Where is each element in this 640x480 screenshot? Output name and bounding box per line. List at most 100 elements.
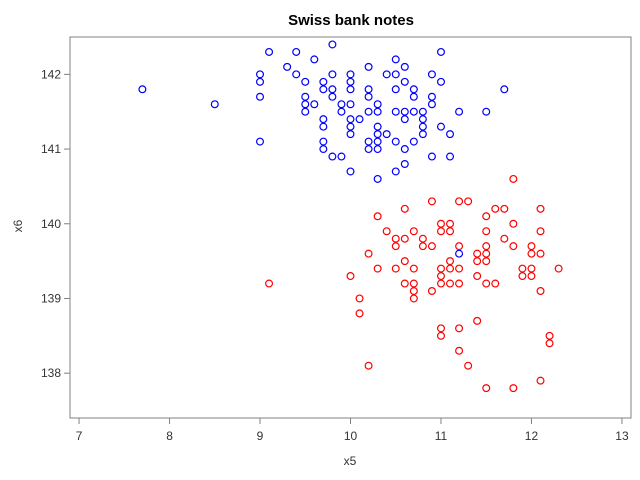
data-point bbox=[500, 85, 509, 94]
data-point bbox=[373, 264, 382, 273]
data-point bbox=[256, 137, 265, 146]
data-point bbox=[409, 294, 418, 303]
data-point bbox=[500, 204, 509, 213]
x-tick-label: 11 bbox=[435, 429, 448, 443]
data-point bbox=[210, 100, 219, 109]
data-point bbox=[346, 100, 355, 109]
data-point bbox=[536, 249, 545, 258]
data-point bbox=[482, 249, 491, 258]
data-point bbox=[427, 287, 436, 296]
data-point bbox=[373, 100, 382, 109]
data-point bbox=[328, 92, 337, 101]
data-point bbox=[400, 115, 409, 124]
data-point bbox=[391, 137, 400, 146]
data-point bbox=[319, 77, 328, 86]
data-point bbox=[427, 242, 436, 251]
data-point bbox=[328, 85, 337, 94]
data-point bbox=[427, 70, 436, 79]
x-tick-label: 9 bbox=[257, 429, 264, 443]
data-point bbox=[391, 167, 400, 176]
data-point bbox=[409, 287, 418, 296]
data-point bbox=[301, 77, 310, 86]
data-point bbox=[536, 376, 545, 385]
data-point bbox=[391, 234, 400, 243]
chart-title: Swiss bank notes bbox=[288, 12, 414, 29]
data-point bbox=[446, 219, 455, 228]
data-point bbox=[464, 361, 473, 370]
data-point bbox=[473, 257, 482, 266]
data-point bbox=[527, 264, 536, 273]
data-point bbox=[436, 219, 445, 228]
data-points bbox=[138, 40, 563, 393]
data-point bbox=[482, 279, 491, 288]
data-point bbox=[545, 339, 554, 348]
data-point bbox=[400, 77, 409, 86]
data-point bbox=[482, 384, 491, 393]
x-axis-label: x5 bbox=[344, 454, 357, 468]
data-point bbox=[455, 346, 464, 355]
data-point bbox=[364, 249, 373, 258]
data-point bbox=[301, 107, 310, 116]
data-point bbox=[355, 294, 364, 303]
data-point bbox=[373, 122, 382, 131]
data-point bbox=[436, 324, 445, 333]
data-point bbox=[337, 100, 346, 109]
data-point bbox=[328, 152, 337, 161]
data-point bbox=[391, 264, 400, 273]
data-point bbox=[409, 85, 418, 94]
data-point bbox=[509, 174, 518, 183]
data-point bbox=[446, 264, 455, 273]
data-point bbox=[464, 197, 473, 206]
data-point bbox=[319, 115, 328, 124]
data-point bbox=[400, 279, 409, 288]
data-point bbox=[473, 316, 482, 325]
data-point bbox=[446, 257, 455, 266]
data-point bbox=[455, 242, 464, 251]
data-point bbox=[436, 122, 445, 131]
data-point bbox=[455, 324, 464, 333]
y-tick-label: 138 bbox=[41, 366, 61, 380]
data-point bbox=[545, 331, 554, 340]
data-point bbox=[400, 234, 409, 243]
data-point bbox=[364, 361, 373, 370]
data-point bbox=[283, 62, 292, 71]
data-point bbox=[328, 40, 337, 49]
data-point bbox=[418, 115, 427, 124]
data-point bbox=[346, 167, 355, 176]
data-point bbox=[536, 227, 545, 236]
data-point bbox=[427, 92, 436, 101]
data-point bbox=[527, 249, 536, 258]
data-point bbox=[400, 160, 409, 169]
data-point bbox=[310, 55, 319, 64]
data-point bbox=[355, 309, 364, 318]
data-point bbox=[554, 264, 563, 273]
data-point bbox=[446, 279, 455, 288]
data-point bbox=[455, 264, 464, 273]
data-point bbox=[400, 257, 409, 266]
data-point bbox=[391, 85, 400, 94]
data-point bbox=[409, 137, 418, 146]
y-tick-label: 141 bbox=[41, 142, 61, 156]
data-point bbox=[482, 107, 491, 116]
data-point bbox=[373, 145, 382, 154]
data-point bbox=[292, 47, 301, 56]
data-point bbox=[391, 242, 400, 251]
data-point bbox=[482, 242, 491, 251]
data-point bbox=[256, 77, 265, 86]
data-point bbox=[436, 264, 445, 273]
data-point bbox=[346, 85, 355, 94]
data-point bbox=[473, 272, 482, 281]
data-point bbox=[364, 137, 373, 146]
data-point bbox=[509, 242, 518, 251]
data-point bbox=[427, 152, 436, 161]
data-point bbox=[346, 130, 355, 139]
data-point bbox=[382, 70, 391, 79]
data-point bbox=[446, 130, 455, 139]
data-point bbox=[455, 249, 464, 258]
y-axis-label: x6 bbox=[11, 219, 25, 232]
data-point bbox=[409, 264, 418, 273]
data-point bbox=[418, 122, 427, 131]
data-point bbox=[482, 257, 491, 266]
data-point bbox=[346, 272, 355, 281]
data-point bbox=[400, 62, 409, 71]
